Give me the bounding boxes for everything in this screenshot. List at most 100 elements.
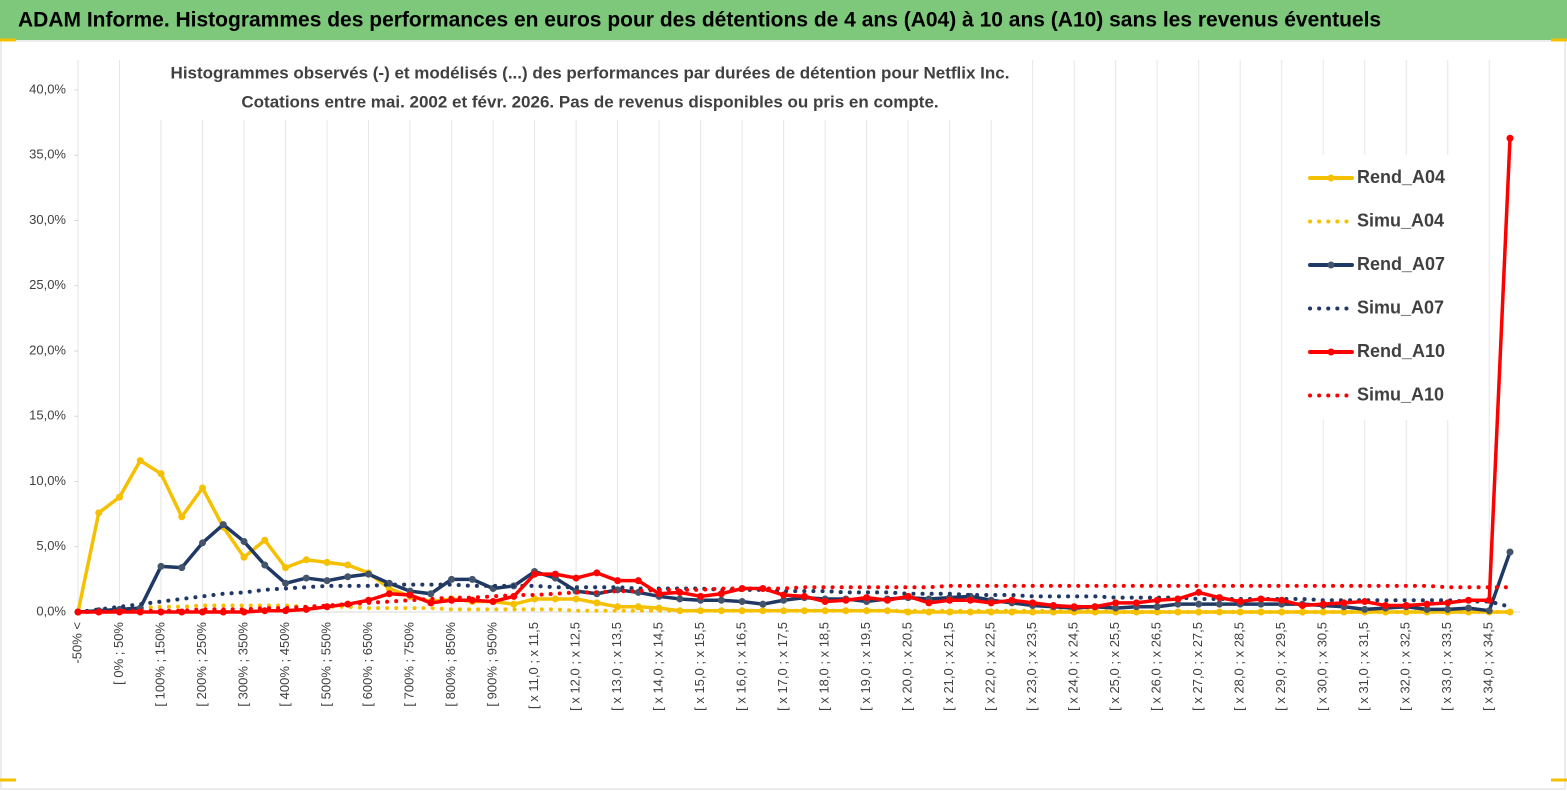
x-tick-label: [ 900% ; 950% — [485, 622, 500, 707]
x-tick-label: [ x 29,0 ; x 29,5 — [1273, 622, 1288, 711]
point — [1423, 600, 1431, 608]
legend-marker — [1327, 348, 1335, 356]
series-line — [76, 603, 1512, 614]
point — [385, 585, 393, 593]
point — [697, 592, 705, 600]
header-title: ADAM Informe. Histogrammes des performan… — [18, 9, 1381, 32]
point — [634, 577, 642, 585]
point — [157, 470, 165, 478]
point — [1340, 599, 1348, 607]
point — [780, 596, 788, 604]
point — [1257, 595, 1265, 603]
x-tick-label: [ x 23,0 ; x 23,5 — [1024, 622, 1039, 711]
point — [261, 536, 269, 544]
series-line — [76, 458, 1512, 614]
point — [489, 598, 497, 606]
point — [614, 603, 622, 611]
point — [1215, 594, 1223, 602]
x-tick-label: [ x 15,0 ; x 15,5 — [692, 622, 707, 711]
series-line — [76, 583, 1512, 614]
y-tick-label: 0,0% — [36, 603, 66, 618]
x-tick-label: [ x 11,0 ; x 11,5 — [526, 622, 541, 709]
point — [1174, 600, 1182, 608]
point — [199, 539, 207, 547]
y-tick-label: 30,0% — [29, 212, 66, 227]
point — [1278, 608, 1286, 616]
point — [966, 596, 974, 604]
chart-subtitle: Cotations entre mai. 2002 et févr. 2026.… — [241, 92, 938, 111]
point — [1153, 603, 1161, 611]
point — [1506, 134, 1514, 142]
point — [1361, 598, 1369, 606]
point — [1153, 596, 1161, 604]
point — [1112, 599, 1120, 607]
x-tick-label: [ x 19,0 ; x 19,5 — [858, 622, 873, 711]
point — [572, 574, 580, 582]
y-tick-label: 15,0% — [29, 408, 66, 423]
point — [738, 598, 746, 606]
x-tick-label: -50% < — [69, 622, 84, 664]
point — [904, 592, 912, 600]
point — [1485, 596, 1493, 604]
point — [1029, 599, 1037, 607]
point — [302, 574, 310, 582]
legend-box — [1295, 155, 1465, 420]
legend-label: Simu_A04 — [1357, 210, 1444, 230]
legend-label: Rend_A07 — [1357, 254, 1445, 274]
point — [593, 599, 601, 607]
point — [468, 575, 476, 583]
x-tick-label: [ x 26,0 ; x 26,5 — [1149, 622, 1164, 711]
point — [551, 570, 559, 578]
point — [302, 556, 310, 564]
point — [1174, 595, 1182, 603]
point — [323, 577, 331, 585]
point — [842, 607, 850, 615]
point — [448, 575, 456, 583]
x-tick-label: [ x 34,0 ; x 34,5 — [1481, 622, 1496, 711]
point — [178, 513, 186, 521]
point — [219, 521, 227, 529]
legend-marker — [1327, 174, 1335, 182]
point — [1319, 600, 1327, 608]
header-bar — [0, 0, 1567, 40]
y-tick-label: 20,0% — [29, 342, 66, 357]
x-tick-label: [ x 33,0 ; x 33,5 — [1439, 622, 1454, 711]
y-tick-label: 10,0% — [29, 473, 66, 488]
point — [1215, 608, 1223, 616]
point — [1008, 596, 1016, 604]
x-tick-label: [ x 22,0 ; x 22,5 — [983, 622, 998, 711]
point — [95, 509, 103, 517]
point — [406, 591, 414, 599]
point — [1464, 604, 1472, 612]
x-tick-label: [ 200% ; 250% — [194, 622, 209, 707]
point — [1423, 605, 1431, 613]
point — [551, 595, 559, 603]
point — [614, 577, 622, 585]
point — [1278, 596, 1286, 604]
point — [1361, 605, 1369, 613]
x-tick-label: [ x 28,0 ; x 28,5 — [1232, 622, 1247, 711]
point — [634, 603, 642, 611]
point — [1153, 608, 1161, 616]
x-tick-label: [ x 20,0 ; x 20,5 — [900, 622, 915, 711]
x-tick-label: [ 800% ; 850% — [443, 622, 458, 707]
point — [385, 590, 393, 598]
point — [1506, 548, 1514, 556]
y-tick-label: 25,0% — [29, 277, 66, 292]
chart-border — [0, 40, 1566, 790]
point — [946, 596, 954, 604]
point — [531, 595, 539, 603]
point — [1132, 608, 1140, 616]
y-tick-label: 35,0% — [29, 147, 66, 162]
point — [780, 591, 788, 599]
point — [261, 561, 269, 569]
x-tick-label: [ x 31,0 ; x 31,5 — [1356, 622, 1371, 711]
point — [925, 608, 933, 616]
point — [1132, 599, 1140, 607]
point — [1402, 601, 1410, 609]
point — [1195, 600, 1203, 608]
x-tick-label: [ x 24,0 ; x 24,5 — [1066, 622, 1081, 711]
x-tick-label: [ x 12,0 ; x 12,5 — [568, 622, 583, 711]
point — [1091, 603, 1099, 611]
